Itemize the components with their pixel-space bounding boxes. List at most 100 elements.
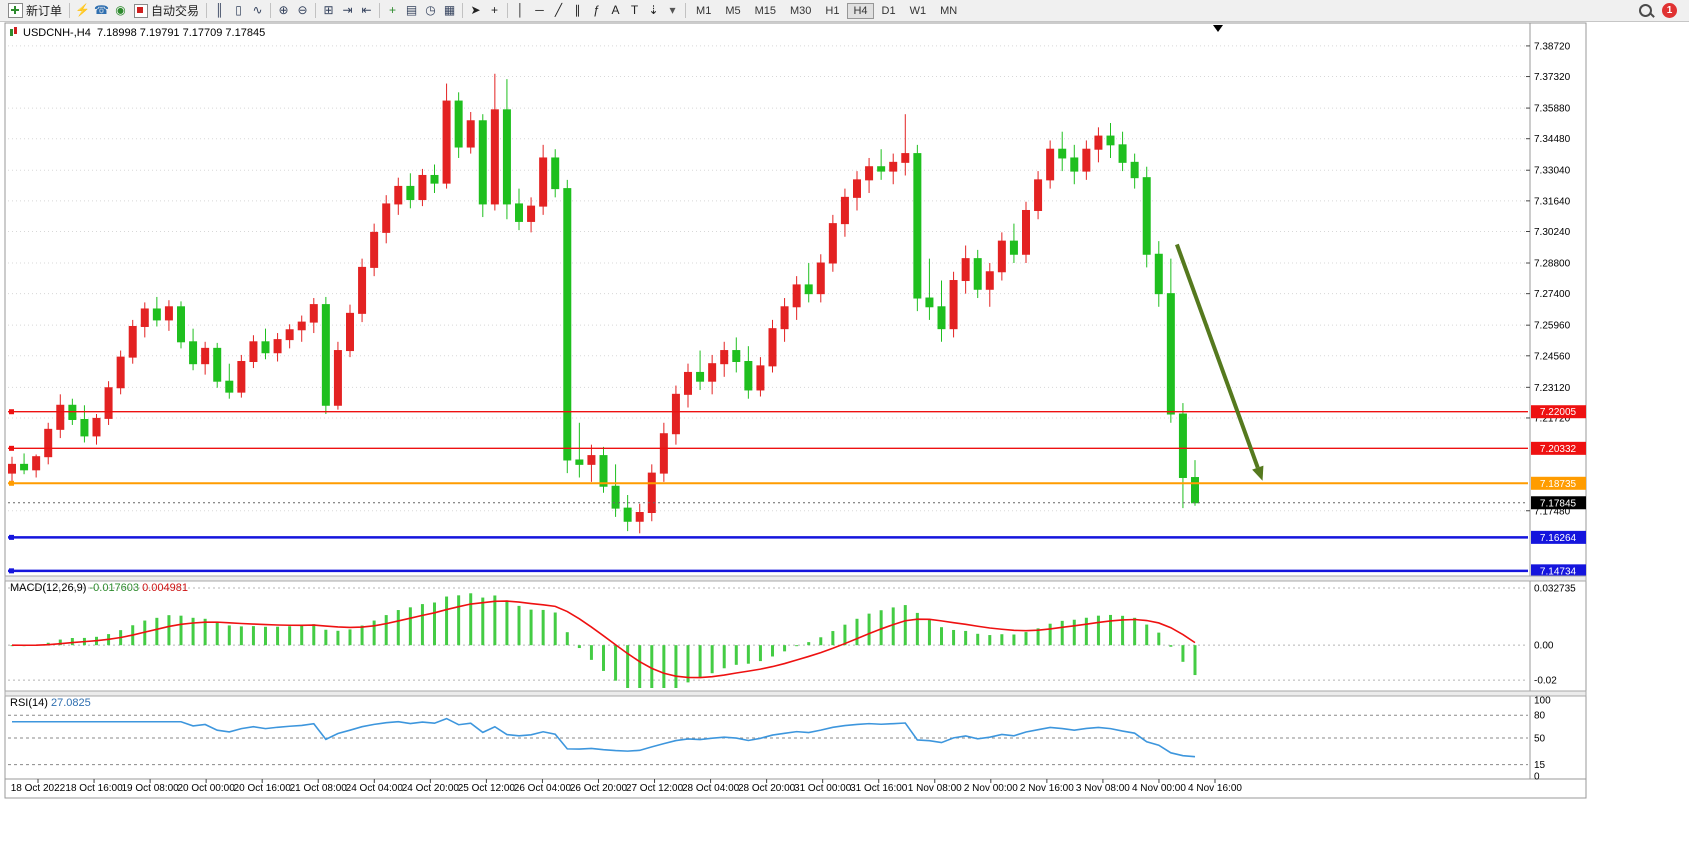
line-anchor-handle[interactable] (9, 568, 14, 574)
macd-histogram-bar (1072, 619, 1076, 646)
rsi-tick-label: 80 (1534, 711, 1546, 722)
clock-icon[interactable]: ◷ (425, 3, 436, 17)
autotrading-button[interactable]: 自动交易 (130, 1, 203, 21)
candle-body (213, 347, 222, 382)
candle-body (853, 179, 861, 198)
candle-body (539, 157, 548, 207)
macd-histogram-bar (662, 645, 666, 688)
fibonacci-icon[interactable]: ƒ (593, 3, 600, 17)
macd-histogram-bar (758, 645, 762, 662)
candle-body (20, 463, 29, 471)
line-price-label-text: 7.22005 (1540, 407, 1577, 418)
auto-scroll-icon[interactable]: ⇥ (342, 3, 353, 17)
macd-histogram-bar (288, 626, 292, 646)
text-icon[interactable]: A (611, 3, 620, 17)
time-label: 24 Oct 04:00 (346, 783, 404, 794)
horizontal-line-icon[interactable]: ─ (535, 3, 544, 17)
macd-histogram-bar (1084, 617, 1088, 646)
macd-histogram-bar (879, 610, 883, 646)
label-icon[interactable]: T (630, 3, 639, 17)
candle-body (309, 304, 318, 323)
new-chart-icon[interactable]: + (389, 3, 397, 17)
chart-dropdown-marker[interactable] (1213, 25, 1223, 32)
candle-body (635, 512, 644, 522)
zoom-in-icon[interactable]: ⊕ (278, 3, 289, 17)
vertical-line-icon[interactable]: │ (516, 3, 525, 17)
signals-icon[interactable]: ☎ (94, 3, 109, 17)
macd-histogram-bar (203, 618, 207, 646)
profiles-icon[interactable]: ▤ (405, 3, 418, 17)
channel-icon[interactable]: ∥ (574, 3, 581, 17)
macd-histogram-bar (1060, 620, 1064, 646)
dropdown-caret-icon[interactable]: ▾ (669, 3, 676, 17)
calendar-icon[interactable]: ▦ (443, 3, 456, 17)
toolbar-group-tools: ║ ▯ ∿ ⊕ ⊖ ⊞ ⇥ ⇤ + ▤ ◷ ▦ ➤ + │ ─ ╱ ∥ ƒ A T ⇣ ▾ (210, 2, 682, 19)
candle-body (1191, 477, 1199, 504)
trend-arrow[interactable] (1175, 243, 1260, 469)
macd-histogram-bar (191, 617, 195, 646)
macd-histogram-bar (602, 645, 605, 671)
timeframe-h4[interactable]: H4 (847, 2, 874, 19)
line-anchor-handle[interactable] (9, 480, 14, 486)
timeframe-m15[interactable]: M15 (754, 4, 776, 17)
line-anchor-handle[interactable] (9, 409, 14, 415)
tile-windows-icon[interactable]: ⊞ (323, 3, 334, 17)
candlestick-icon[interactable]: ▯ (235, 3, 242, 17)
macd-histogram-bar (638, 645, 642, 688)
candle-body (346, 312, 354, 352)
candle-body (466, 120, 475, 148)
price-tick-label: 7.30240 (1534, 227, 1571, 238)
line-anchor-handle[interactable] (9, 445, 14, 451)
lightning-icon[interactable]: ⚡ (75, 3, 90, 17)
macd-histogram-bar (650, 645, 654, 688)
trend-arrow-head[interactable] (1252, 465, 1264, 481)
search-icon[interactable] (1639, 4, 1652, 17)
timeframe-m1[interactable]: M1 (696, 4, 712, 17)
macd-histogram-bar (517, 605, 521, 646)
trendline-icon[interactable]: ╱ (554, 3, 563, 17)
timeframe-h1[interactable]: H1 (825, 4, 840, 17)
rsi-tick-label: 50 (1534, 734, 1546, 745)
rsi-tick-label: 0 (1534, 772, 1540, 783)
time-label: 31 Oct 16:00 (850, 783, 908, 794)
candle-body (321, 304, 330, 406)
candle-body (442, 100, 451, 184)
candle-body (358, 266, 367, 314)
timeframe-m30[interactable]: M30 (790, 4, 812, 17)
zoom-out-icon[interactable]: ⊖ (297, 3, 308, 17)
macd-histogram-bar (541, 609, 545, 646)
bar-chart-icon[interactable]: ║ (215, 3, 224, 17)
line-anchor-handle[interactable] (9, 534, 14, 540)
autotrading-icon (134, 3, 149, 18)
arrows-icon[interactable]: ⇣ (648, 3, 659, 17)
candle-body (901, 153, 910, 163)
new-order-button[interactable]: 新订单 (4, 1, 66, 21)
candle-body (418, 174, 427, 201)
macd-header: MACD(12,26,9) -0.017603 0.004981 (10, 582, 188, 594)
market-icon[interactable]: ◉ (115, 3, 126, 17)
macd-histogram-bar (807, 642, 811, 646)
macd-histogram-bar (264, 626, 267, 646)
timeframe-m5[interactable]: M5 (725, 4, 741, 17)
candle-body (551, 157, 560, 190)
crosshair-icon[interactable]: + (491, 3, 499, 17)
timeframe-mn[interactable]: MN (940, 4, 958, 17)
timeframe-w1[interactable]: W1 (909, 4, 927, 17)
panel-splitter[interactable] (4, 575, 1587, 582)
cursor-icon[interactable]: ➤ (470, 3, 481, 17)
candle-body (997, 240, 1006, 273)
time-label: 18 Oct 2022 (11, 783, 66, 794)
chart-shift-icon[interactable]: ⇤ (361, 3, 372, 17)
macd-histogram-bar (734, 645, 738, 665)
macd-histogram-bar (710, 645, 714, 674)
symbol-ohlc-values: 7.18998 7.19791 7.17709 7.17845 (96, 27, 266, 39)
line-chart-icon[interactable]: ∿ (252, 3, 263, 17)
timeframe-d1[interactable]: D1 (881, 4, 896, 17)
panel-splitter[interactable] (4, 690, 1587, 697)
notification-badge[interactable]: 1 (1662, 3, 1677, 18)
macd-histogram-bar (70, 638, 74, 646)
candle-body (394, 185, 403, 205)
macd-histogram-bar (457, 595, 461, 646)
